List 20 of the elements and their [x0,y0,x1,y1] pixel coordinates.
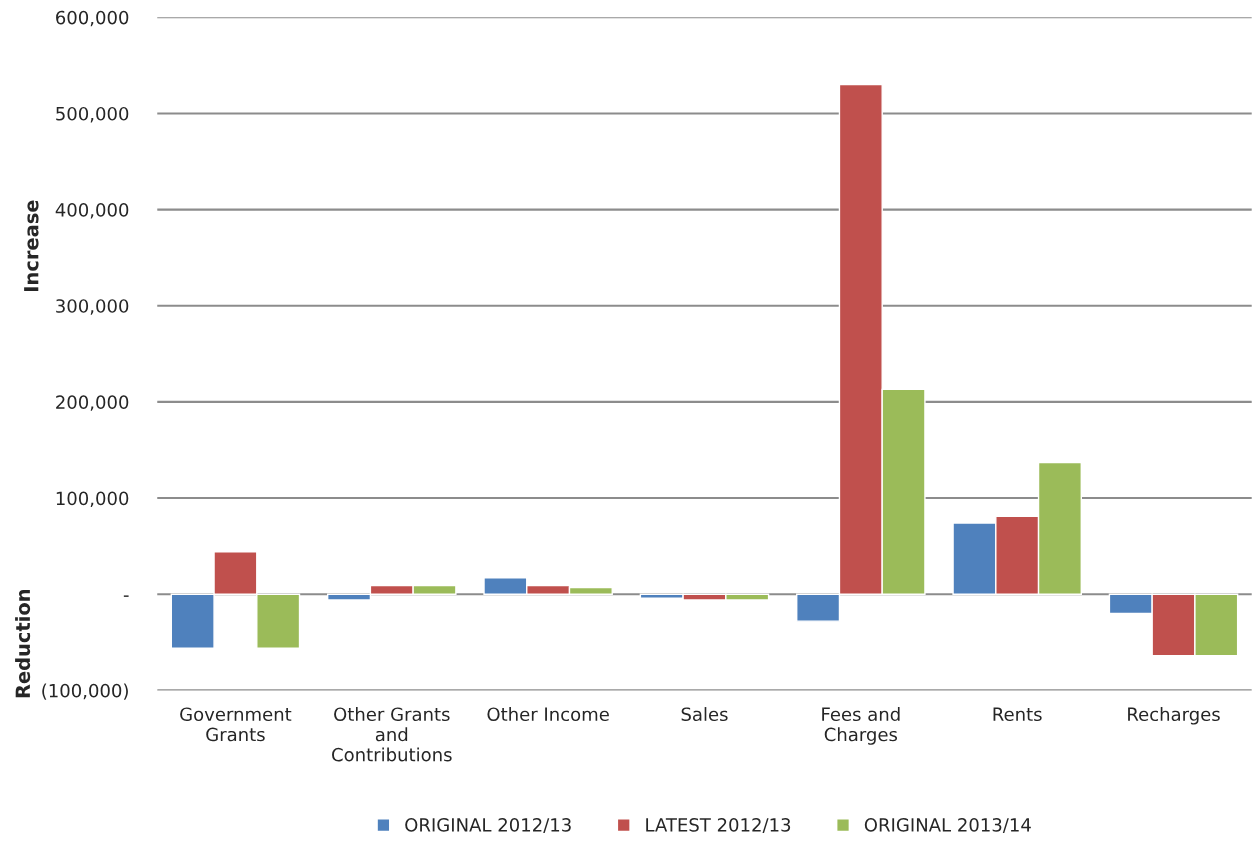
y-axis-title: Increase [24,200,39,291]
y-tick-label: 500,000 [56,106,129,123]
legend-label: ORIGINAL 2012/13 [405,818,571,834]
x-tick-label: Rents [993,707,1042,722]
x-tick-label: Recharges [1128,707,1220,725]
x-tick-label: Fees and Charges [822,707,900,745]
x-tick-label: Other Grants and Contributions [332,707,452,762]
x-tick-label: Sales [681,707,728,722]
y-tick-label: - [123,595,129,597]
text: Reduction [15,589,31,698]
y-tick-label: 400,000 [55,203,129,219]
y-tick-label: 600,000 [56,10,129,27]
legend-label: LATEST 2012/13 [646,818,791,834]
legend-label: ORIGINAL 2013/14 [864,818,1031,834]
y-tick-label: 100,000 [56,491,129,508]
y-tick-label: (100,000) [42,683,128,700]
x-tick-label: Government Grants [180,707,292,742]
x-tick-label: Other Income [487,707,609,722]
y-tick-label: 200,000 [56,395,129,411]
y-tick-label: 300,000 [56,299,129,315]
